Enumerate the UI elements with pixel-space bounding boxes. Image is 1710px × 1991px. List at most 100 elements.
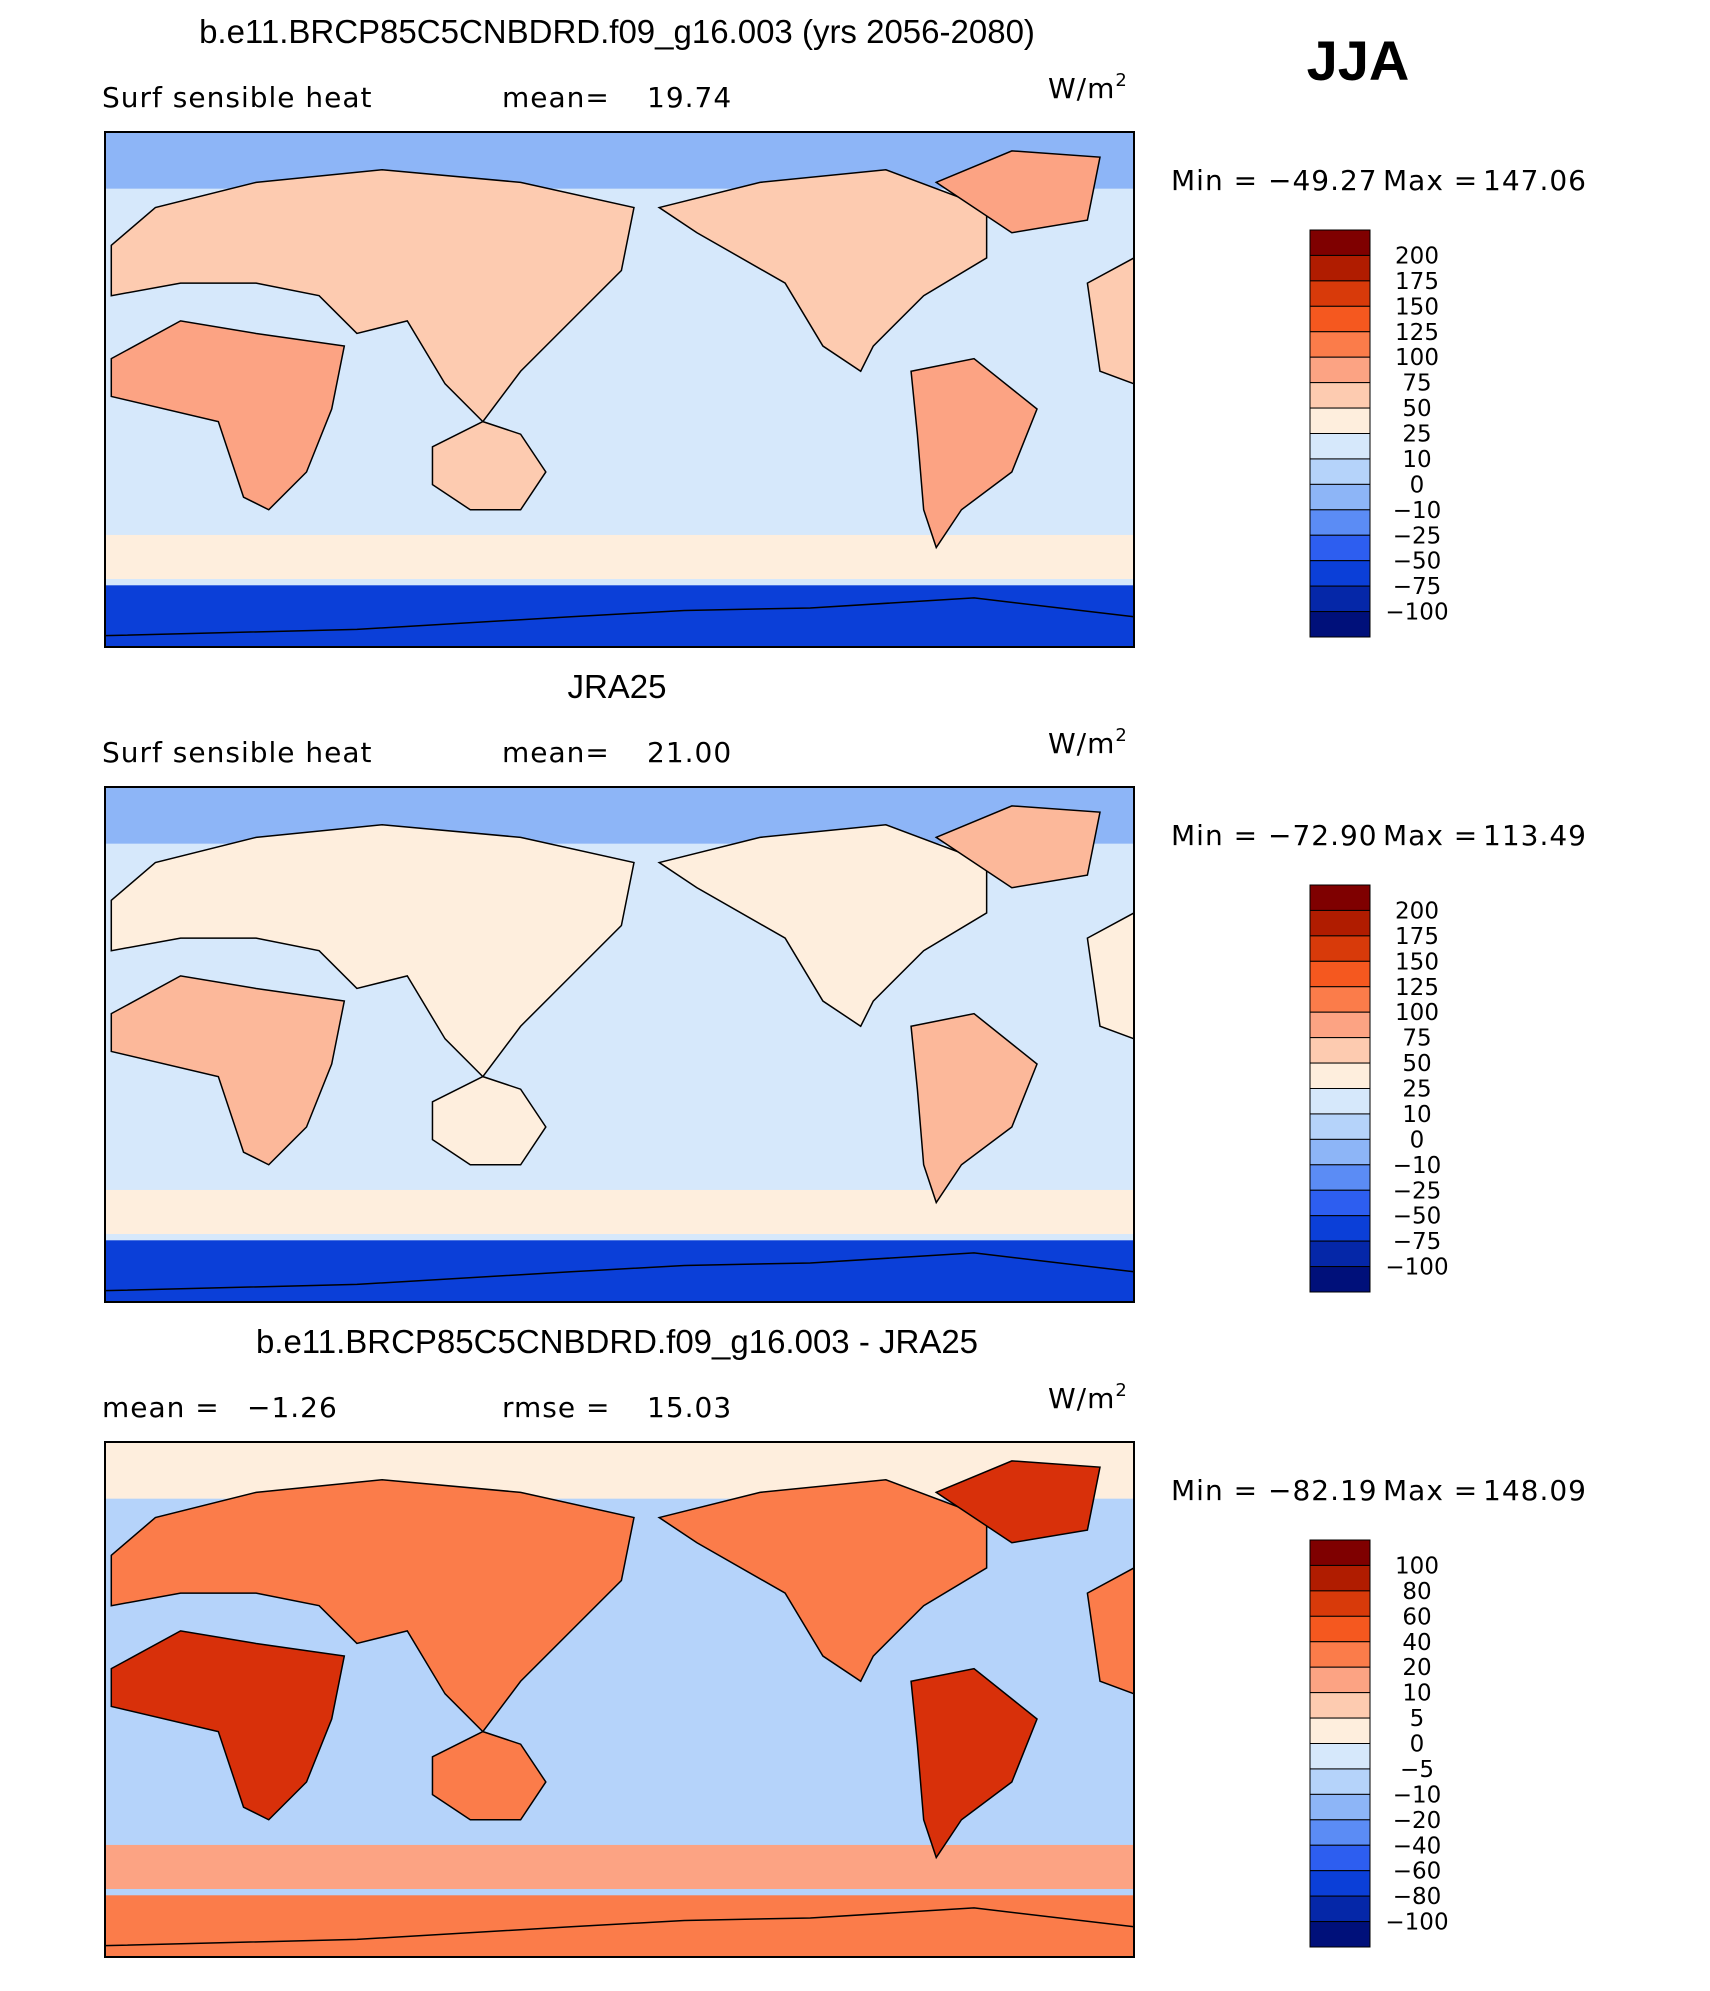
antarctic-coast [104, 1907, 1135, 1947]
colorbar-label: −10 [1393, 1782, 1442, 1808]
max-value: 148.09 [1483, 1474, 1587, 1507]
season-label: JJA [1307, 29, 1410, 92]
colorbar-label: 175 [1395, 269, 1439, 295]
colorbar-box [1309, 935, 1371, 962]
colorbar-label: −40 [1393, 1833, 1442, 1859]
colorbar-label: 50 [1402, 1051, 1431, 1077]
colorbar-box [1309, 1692, 1371, 1719]
colorbar-label: 150 [1395, 949, 1439, 975]
colorbar-label: 10 [1402, 447, 1431, 473]
colorbar-box [1309, 509, 1371, 536]
continent [110, 975, 346, 1166]
stat-label: mean = [102, 1391, 220, 1424]
colorbar-label: −75 [1393, 1229, 1442, 1255]
continent [910, 357, 1038, 550]
continent [431, 420, 547, 511]
units-sup: 2 [1115, 70, 1127, 91]
panel-title: b.e11.BRCP85C5CNBDRD.f09_g16.003 - JRA25 [256, 1323, 978, 1360]
map [104, 131, 1135, 648]
min-label: Min = [1171, 164, 1258, 197]
continent [657, 1479, 988, 1683]
map [104, 1441, 1135, 1958]
south-band [105, 534, 1134, 580]
colorbar-label: −10 [1393, 1153, 1442, 1179]
colorbar-label: −50 [1393, 549, 1442, 575]
colorbar-box [1309, 382, 1371, 409]
colorbar-label: 175 [1395, 924, 1439, 950]
colorbar-box [1309, 1011, 1371, 1039]
map-frame [104, 1441, 1135, 1958]
colorbar-label: −60 [1393, 1859, 1442, 1885]
continent [657, 824, 988, 1028]
colorbar-box [1309, 1266, 1371, 1293]
continent [110, 1630, 346, 1821]
map-frame [104, 131, 1135, 648]
colorbar-box [1309, 331, 1371, 358]
units-text: W/m [1048, 1382, 1115, 1415]
colorbar-label: 100 [1395, 345, 1439, 371]
colorbar-label: 200 [1395, 898, 1439, 924]
colorbar-label: 200 [1395, 243, 1439, 269]
colorbar-label: 150 [1395, 294, 1439, 320]
colorbar-label: 25 [1402, 422, 1431, 448]
colorbar-label: 10 [1402, 1681, 1431, 1707]
field-label: Surf sensible heat [102, 81, 373, 114]
colorbar-box [1309, 560, 1371, 587]
colorbar-box [1309, 1615, 1371, 1643]
colorbar-label: 80 [1402, 1579, 1431, 1605]
continent [657, 169, 988, 373]
colorbar-label: 100 [1395, 1000, 1439, 1026]
colorbar-box [1309, 1768, 1371, 1795]
south-band [105, 1844, 1134, 1890]
max-value: 147.06 [1483, 164, 1587, 197]
panel-title: b.e11.BRCP85C5CNBDRD.f09_g16.003 (yrs 20… [199, 13, 1035, 50]
colorbar-label: −25 [1393, 523, 1442, 549]
colorbar-label: −100 [1385, 1910, 1448, 1936]
colorbar-box [1309, 229, 1371, 256]
colorbar-box [1309, 585, 1371, 613]
continent [431, 1075, 547, 1166]
antarctic-coast [104, 1252, 1135, 1292]
colorbar-label: 60 [1402, 1604, 1431, 1630]
continent [910, 1012, 1038, 1205]
south-band [105, 1189, 1134, 1235]
units: W/m2 [1048, 1380, 1128, 1415]
colorbar-label: −25 [1393, 1178, 1442, 1204]
max-label: Max = [1383, 164, 1478, 197]
colorbar-label: −50 [1393, 1204, 1442, 1230]
colorbar-box [1309, 1793, 1371, 1821]
colorbar-label: 125 [1395, 975, 1439, 1001]
continent [110, 169, 635, 423]
units: W/m2 [1048, 725, 1128, 760]
colorbar-box [1309, 407, 1371, 434]
colorbar-label: 50 [1402, 396, 1431, 422]
stat-label: mean= [502, 736, 610, 769]
colorbar-box [1309, 1921, 1371, 1948]
colorbar-box [1309, 1895, 1371, 1923]
continent [934, 805, 1101, 889]
antarctic-coast [104, 597, 1135, 637]
colorbar-box [1309, 884, 1371, 911]
colorbar-label: 125 [1395, 320, 1439, 346]
continent [934, 150, 1101, 234]
colorbar-label: −100 [1385, 600, 1448, 626]
min-label: Min = [1171, 1474, 1258, 1507]
stat-value: 21.00 [647, 736, 732, 769]
max-label: Max = [1383, 1474, 1478, 1507]
min-value: −72.90 [1268, 819, 1378, 852]
colorbar-box [1309, 909, 1371, 937]
units-sup: 2 [1115, 1380, 1127, 1401]
colorbar-label: 0 [1410, 472, 1425, 498]
colorbar-box [1309, 1189, 1371, 1217]
colorbar-box [1309, 458, 1371, 485]
colorbar-box [1309, 254, 1371, 282]
max-value: 113.49 [1483, 819, 1587, 852]
colorbar-box [1309, 1666, 1371, 1694]
colorbar-box [1309, 611, 1371, 638]
colorbar-box [1309, 1590, 1371, 1617]
stat-value: 15.03 [647, 1391, 732, 1424]
continent [934, 1460, 1101, 1544]
south-ocean [105, 1240, 1134, 1302]
map-frame [104, 786, 1135, 1303]
colorbar-label: 0 [1410, 1127, 1425, 1153]
